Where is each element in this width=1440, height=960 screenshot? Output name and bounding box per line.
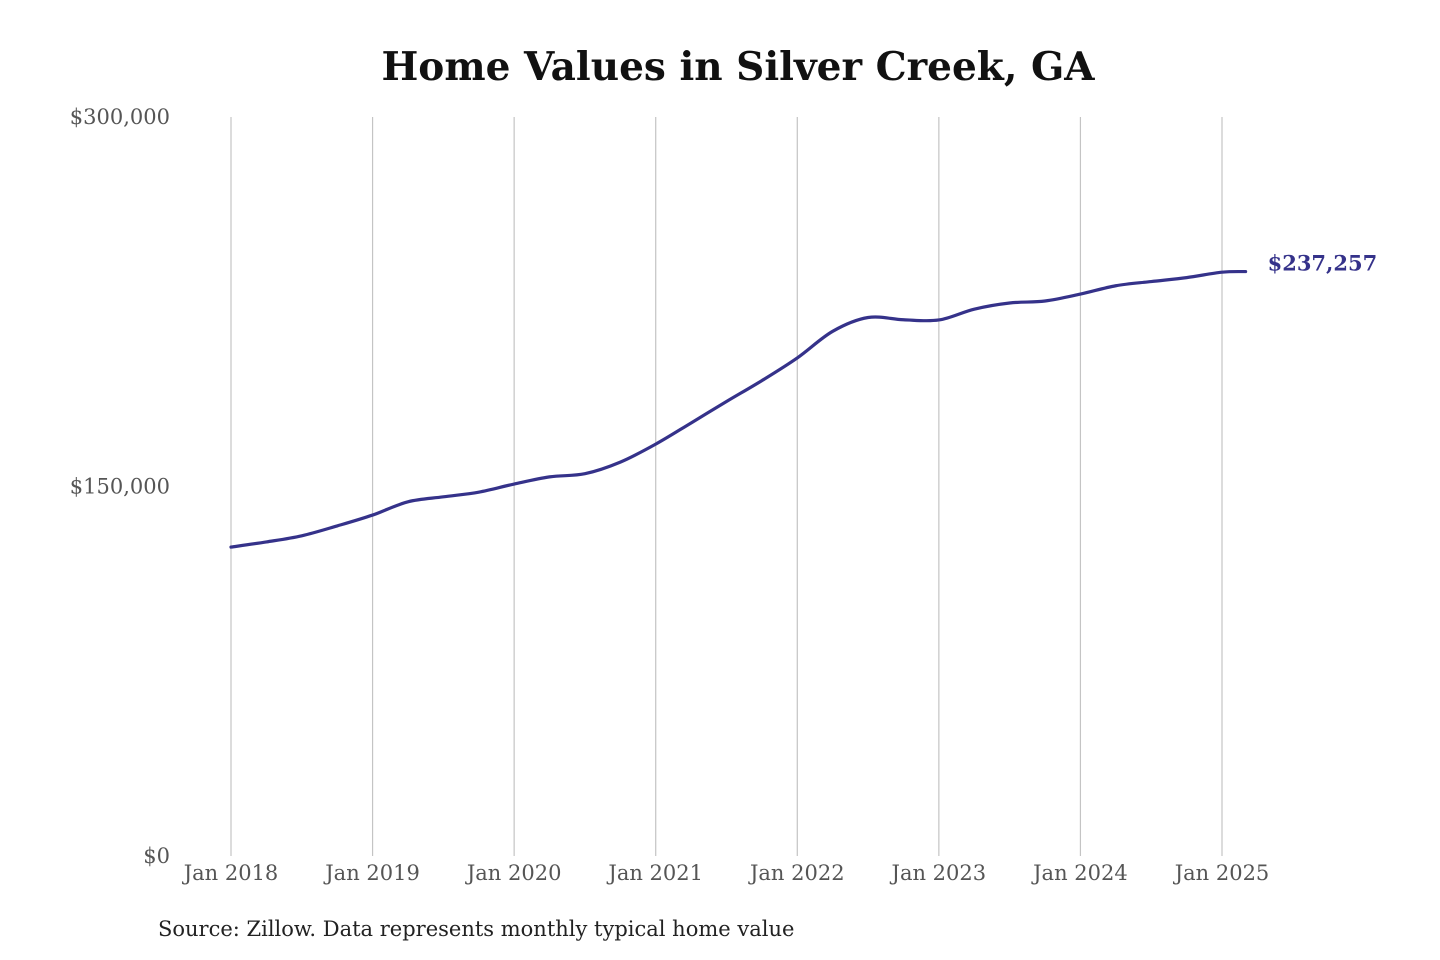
x-tick-label: Jan 2022	[748, 861, 845, 885]
x-tick-label: Jan 2024	[1031, 861, 1128, 885]
end-value-label: $237,257	[1268, 251, 1378, 276]
y-tick-label: $300,000	[70, 105, 170, 129]
y-tick-label: $0	[143, 844, 170, 868]
x-tick-label: Jan 2020	[465, 861, 562, 885]
source-note: Source: Zillow. Data represents monthly …	[158, 917, 795, 941]
x-tick-label: Jan 2025	[1173, 861, 1270, 885]
x-tick-label: Jan 2018	[182, 861, 279, 885]
series-line	[229, 269, 1248, 549]
x-tick-label: Jan 2021	[606, 861, 703, 885]
x-tick-label: Jan 2019	[323, 861, 420, 885]
x-tick-label: Jan 2023	[890, 861, 987, 885]
chart-title: Home Values in Silver Creek, GA	[381, 44, 1095, 90]
y-tick-label: $150,000	[70, 475, 170, 499]
